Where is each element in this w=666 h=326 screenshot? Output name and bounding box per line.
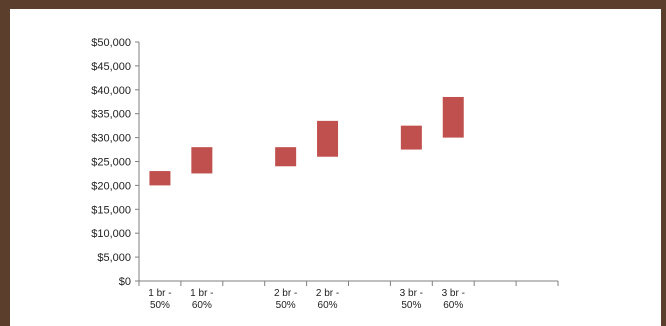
y-tick-label: $30,000 [91, 133, 131, 145]
y-tick-label: $25,000 [91, 157, 131, 169]
x-category-label: 50% [401, 300, 421, 311]
y-tick-label: $10,000 [91, 228, 131, 240]
x-category-label: 3 br - [442, 288, 465, 299]
y-tick-label: $20,000 [91, 180, 131, 192]
range-bar [191, 147, 213, 174]
x-category-label: 2 br - [274, 288, 297, 299]
x-category-label: 1 br - [148, 288, 171, 299]
axes [135, 41, 559, 286]
y-tick-label: $45,000 [91, 61, 131, 73]
x-category-label: 50% [276, 300, 296, 311]
range-bar [317, 120, 339, 157]
x-category-label: 2 br - [316, 288, 339, 299]
y-tick-label: $50,000 [91, 37, 131, 49]
x-category-label: 60% [443, 300, 463, 311]
y-tick-label: $15,000 [91, 204, 131, 216]
x-category-label: 60% [192, 300, 212, 311]
bars [149, 96, 464, 186]
labels: $0 $5,000 $10,000 $15,000 $20,000 $25,000 $30,… [91, 37, 465, 311]
x-category-label: 1 br - [190, 288, 213, 299]
x-category-label: 3 br - [400, 288, 423, 299]
y-tick-label: $0 [119, 276, 131, 288]
range-bar [149, 171, 171, 186]
y-tick-label: $40,000 [91, 85, 131, 97]
y-tick-label: $5,000 [97, 252, 131, 264]
y-tick-label: $35,000 [91, 109, 131, 121]
x-category-label: 60% [318, 300, 338, 311]
range-bar [400, 125, 422, 150]
range-bar [442, 96, 464, 138]
x-category-label: 50% [150, 300, 170, 311]
range-bar [275, 147, 297, 167]
